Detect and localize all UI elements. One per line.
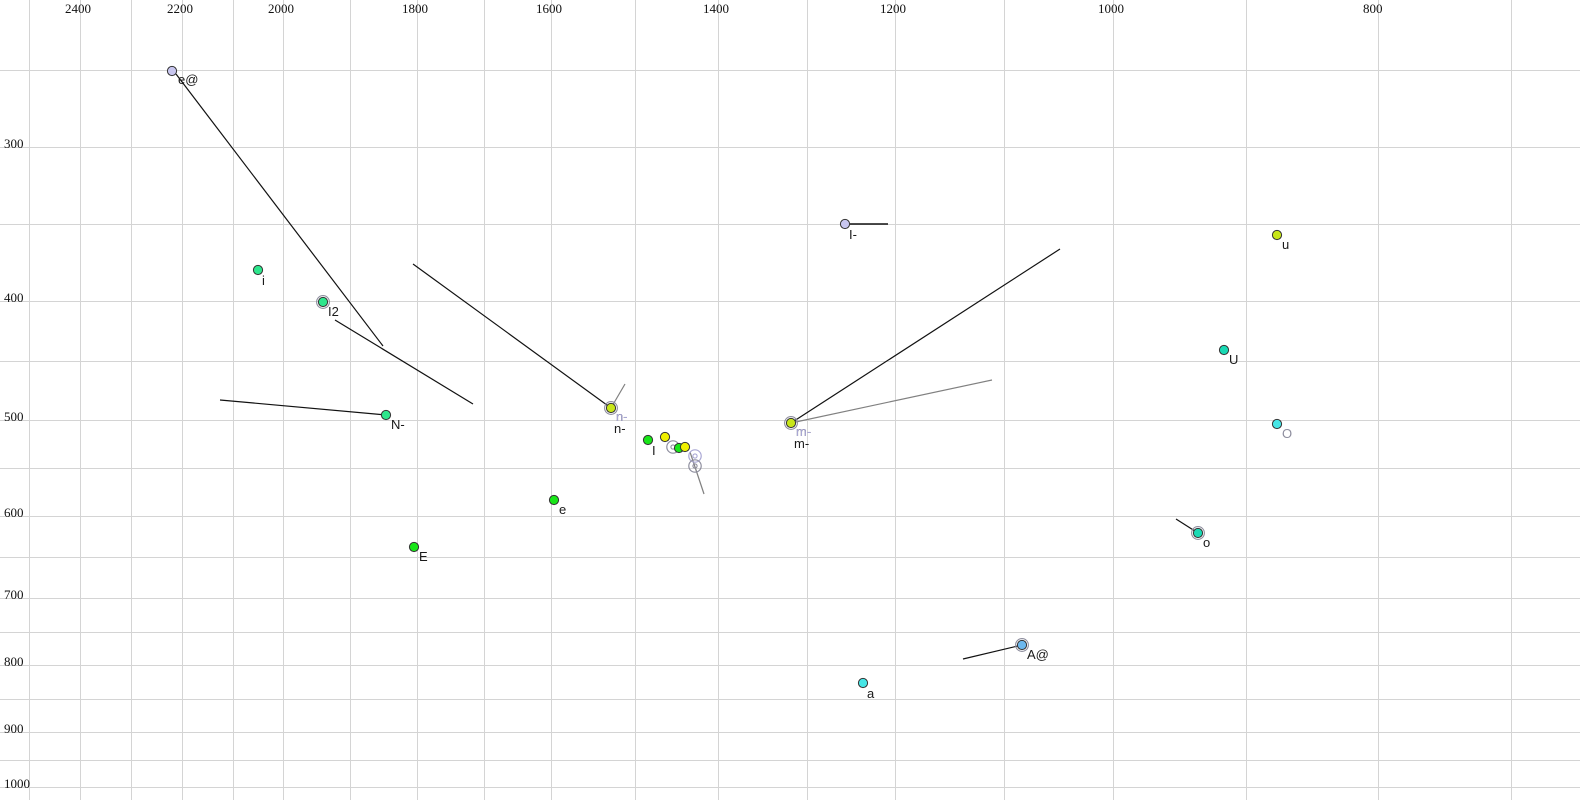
data-point-marker[interactable] bbox=[857, 677, 869, 689]
plot-line-segment bbox=[334, 319, 474, 405]
data-point-ring bbox=[1015, 638, 1029, 652]
data-point-ring bbox=[316, 295, 330, 309]
data-point-marker[interactable] bbox=[1016, 639, 1028, 651]
data-point-marker[interactable] bbox=[408, 541, 420, 553]
plot-line-segment bbox=[689, 451, 705, 495]
data-point-marker[interactable] bbox=[785, 417, 797, 429]
data-point-marker[interactable] bbox=[659, 431, 671, 443]
data-point-marker[interactable] bbox=[252, 264, 264, 276]
data-point-marker[interactable] bbox=[679, 441, 691, 453]
data-point-marker[interactable] bbox=[642, 434, 654, 446]
data-point-marker[interactable] bbox=[1192, 527, 1204, 539]
data-point-hollow-core bbox=[692, 463, 698, 469]
data-point-marker[interactable] bbox=[1271, 229, 1283, 241]
plot-line-segment bbox=[219, 399, 387, 416]
data-point-marker[interactable] bbox=[548, 494, 560, 506]
data-point-marker[interactable] bbox=[166, 65, 178, 77]
data-point-marker[interactable] bbox=[317, 296, 329, 308]
data-point-hollow[interactable] bbox=[688, 459, 702, 473]
plot-line-segment bbox=[790, 248, 1061, 424]
data-point-marker[interactable] bbox=[1271, 418, 1283, 430]
data-point-marker[interactable] bbox=[380, 409, 392, 421]
plot-line-segment bbox=[962, 644, 1023, 660]
data-point-ring bbox=[784, 416, 798, 430]
plot-line-segment bbox=[412, 263, 612, 409]
data-point-ring bbox=[1191, 526, 1205, 540]
data-point-hollow-core bbox=[692, 453, 698, 459]
plot-line-segment bbox=[175, 73, 384, 347]
data-point-marker[interactable] bbox=[839, 218, 851, 230]
data-point-ring bbox=[604, 401, 618, 415]
plot-line-segment bbox=[790, 379, 993, 424]
data-point-hollow[interactable] bbox=[688, 449, 702, 463]
data-point-marker[interactable] bbox=[605, 402, 617, 414]
data-point-marker[interactable] bbox=[1218, 344, 1230, 356]
